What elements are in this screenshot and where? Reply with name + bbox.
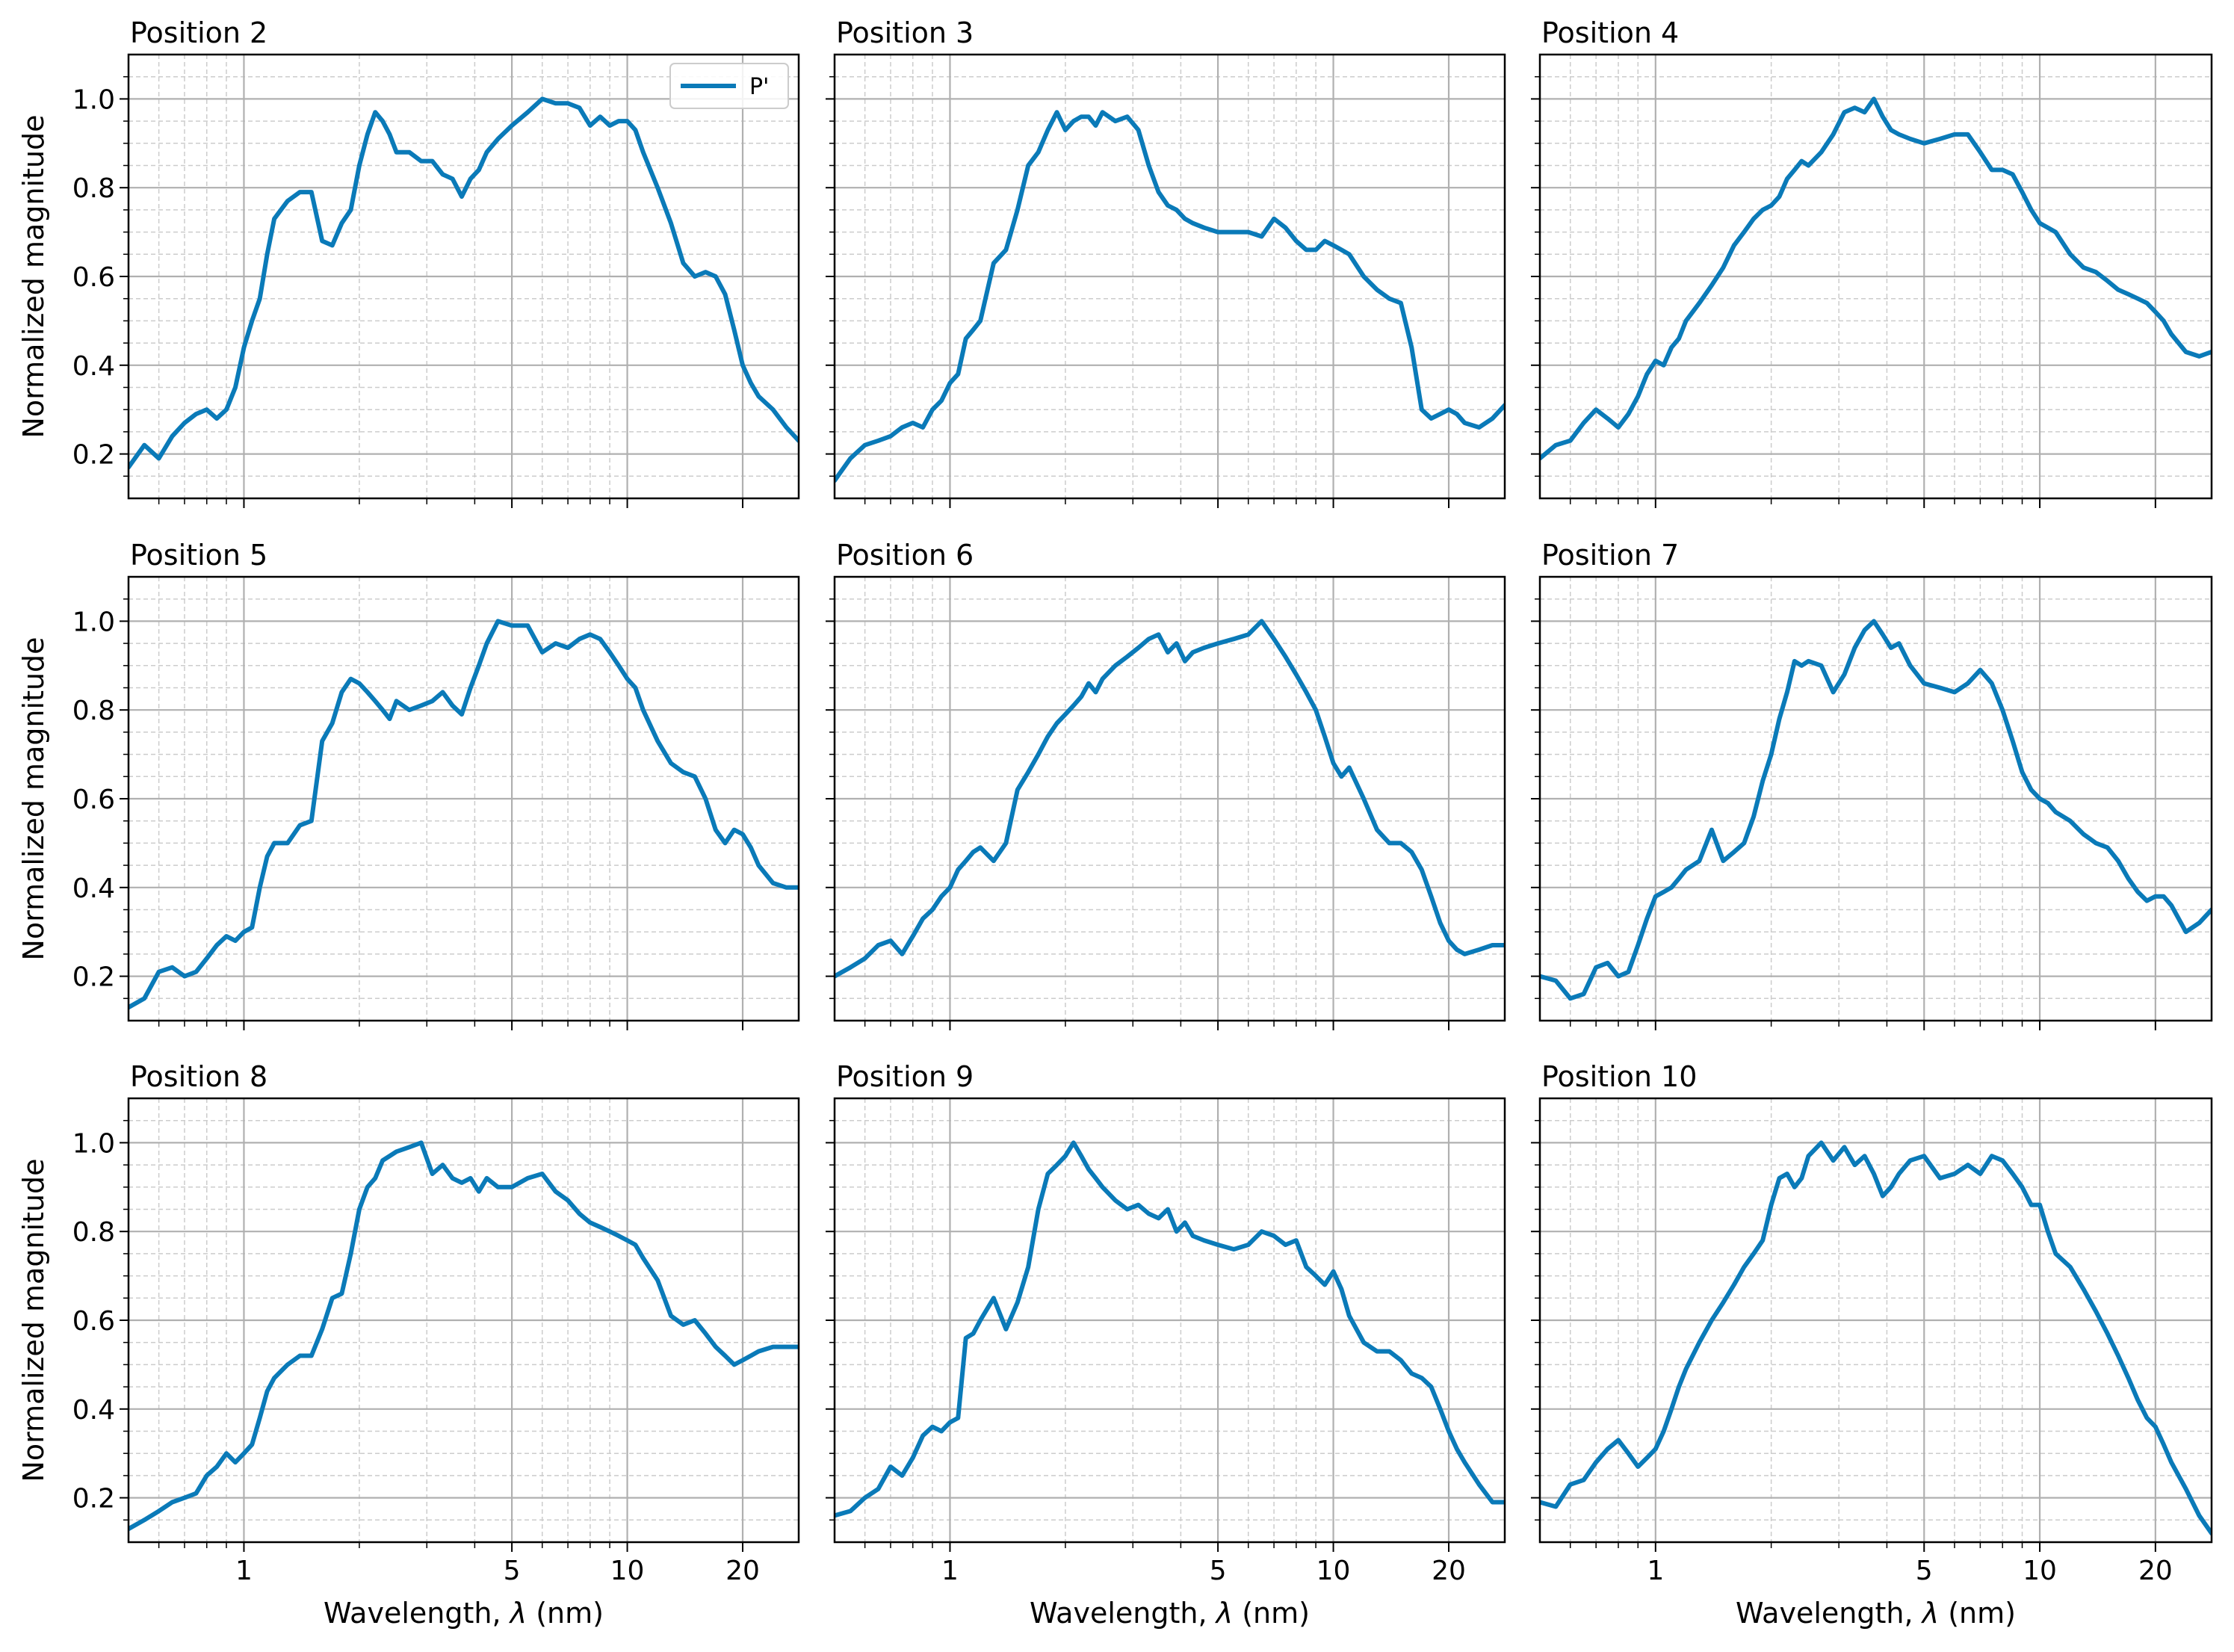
x-axis-label-text: Wavelength,: [324, 1597, 510, 1630]
y-tick-label: 0.6: [72, 785, 115, 815]
y-tick-label: 0.2: [72, 440, 115, 471]
x-tick-label: 10: [610, 1556, 645, 1586]
panel-title: Position 8: [130, 1060, 267, 1093]
panel-title: Position 4: [1541, 16, 1679, 49]
y-axis-label: Normalized magnitude: [17, 114, 50, 438]
axes-frame: [127, 1097, 800, 1544]
x-tick-label: 20: [2138, 1556, 2173, 1586]
y-tick-label: 0.2: [72, 1484, 115, 1515]
y-tick-label: 1.0: [72, 84, 115, 115]
x-tick-label: 1: [1647, 1556, 1664, 1586]
panel-title: Position 3: [836, 16, 974, 49]
panel-title: Position 5: [130, 539, 267, 572]
x-axis-label: Wavelength, λ (nm): [324, 1597, 604, 1630]
y-tick-label: 0.8: [72, 1217, 115, 1248]
axes-frame: [127, 53, 800, 500]
axes-frame: [127, 575, 800, 1022]
panel-8: 1 5 10 20 Position 9 Wavelength, λ (nm): [826, 1060, 1506, 1630]
y-tick-label: 0.2: [72, 962, 115, 993]
x-tick-label: 10: [1316, 1556, 1351, 1586]
panel-title: Position 9: [836, 1060, 974, 1093]
x-axis-label-unit: (nm): [1233, 1597, 1310, 1630]
x-axis-label-unit: (nm): [527, 1597, 604, 1630]
panel-title: Position 7: [1541, 539, 1679, 572]
x-tick-label: 1: [235, 1556, 253, 1586]
panel-4: 0.2 0.4 0.6 0.8 1.0 Position 5 Normalized magn…: [17, 539, 800, 1030]
y-tick-label: 0.4: [72, 351, 115, 382]
x-tick-label: 10: [2023, 1556, 2057, 1586]
series-line: [835, 110, 1505, 483]
x-tick-label: 5: [1210, 1556, 1227, 1586]
series-line: [1540, 96, 2212, 461]
x-axis-label-symbol: λ: [1921, 1597, 1940, 1630]
series-line: [835, 619, 1505, 979]
axes-frame: [1538, 53, 2213, 500]
y-tick-label: 0.6: [72, 262, 115, 293]
panel-6: Position 7: [1531, 539, 2213, 1030]
panel-title: Position 6: [836, 539, 974, 572]
axes-frame: [833, 1097, 1506, 1544]
panel-9: 1 5 10 20 Position 10 Wavelength, λ (nm): [1531, 1060, 2213, 1630]
panel-title: Position 2: [130, 16, 267, 49]
x-tick-label: 1: [941, 1556, 959, 1586]
panel-7: 0.2 0.4 0.6 0.8 1.0 1 5 10 20 Position 8 Normalize…: [17, 1060, 800, 1630]
x-axis-label-text: Wavelength,: [1030, 1597, 1216, 1630]
x-axis-label-symbol: λ: [509, 1597, 527, 1630]
y-tick-label: 1.0: [72, 1128, 115, 1159]
x-tick-label: 5: [1916, 1556, 1933, 1586]
x-tick-label: 5: [504, 1556, 521, 1586]
x-tick-label: 20: [725, 1556, 760, 1586]
axes-frame: [1538, 575, 2213, 1022]
y-tick-label: 0.8: [72, 696, 115, 726]
y-tick-label: 0.8: [72, 173, 115, 204]
panel-1: 0.2 0.4 0.6 0.8 1.0 Position 2 Normalized magn…: [17, 16, 800, 508]
legend-label: P': [749, 74, 769, 100]
series-line: [1540, 619, 2212, 1001]
series-line: [129, 619, 799, 1010]
y-axis-label: Normalized magnitude: [17, 637, 50, 960]
x-axis-label-text: Wavelength,: [1736, 1597, 1922, 1630]
axes-frame: [1538, 1097, 2213, 1544]
x-axis-label: Wavelength, λ (nm): [1736, 1597, 2016, 1630]
series-line: [835, 1140, 1505, 1518]
y-tick-label: 0.6: [72, 1306, 115, 1337]
panel-title: Position 10: [1541, 1060, 1697, 1093]
y-tick-label: 0.4: [72, 873, 115, 904]
series-line: [129, 1140, 799, 1532]
series-line: [129, 96, 799, 470]
y-tick-label: 0.4: [72, 1395, 115, 1426]
axes-frame: [833, 575, 1506, 1022]
panel-2: Position 3: [826, 16, 1506, 508]
x-axis-label-symbol: λ: [1215, 1597, 1234, 1630]
x-tick-label: 20: [1432, 1556, 1466, 1586]
x-axis-label-unit: (nm): [1939, 1597, 2016, 1630]
y-axis-label: Normalized magnitude: [17, 1158, 50, 1482]
axes-frame: [833, 53, 1506, 500]
y-tick-label: 1.0: [72, 607, 115, 637]
legend: P': [669, 63, 789, 109]
x-axis-label: Wavelength, λ (nm): [1030, 1597, 1310, 1630]
series-line: [1540, 1140, 2212, 1536]
panel-3: Position 4: [1531, 16, 2213, 508]
panel-5: Position 6: [826, 539, 1506, 1030]
